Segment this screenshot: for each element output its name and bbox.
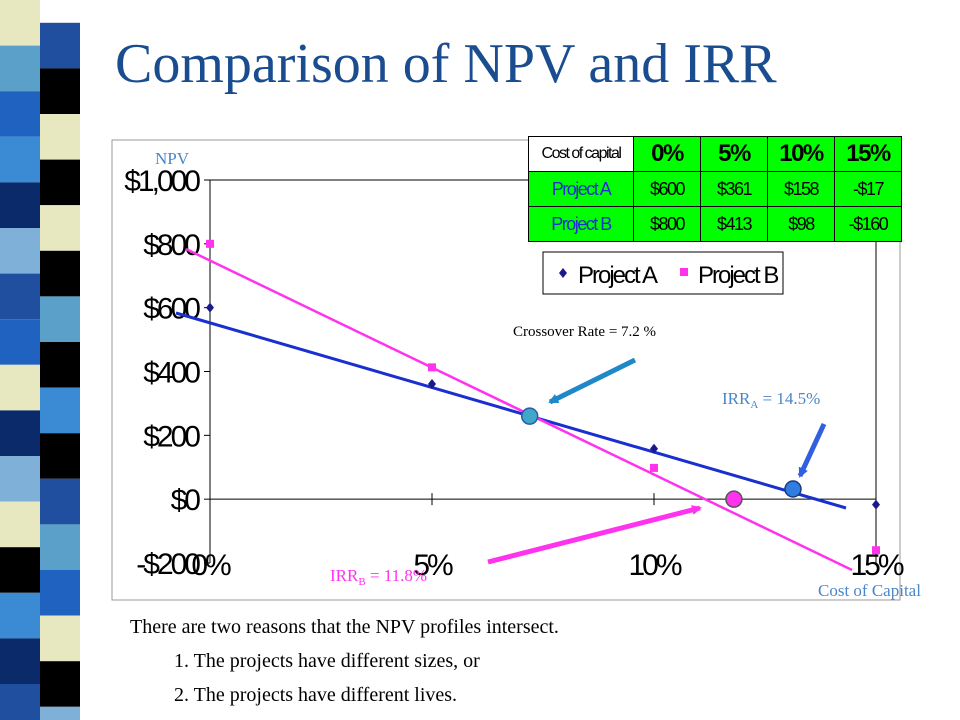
table-row-label: Project B bbox=[528, 206, 634, 242]
decorative-block bbox=[40, 706, 80, 720]
table-header-cell: 15% bbox=[834, 136, 902, 172]
decorative-block bbox=[0, 136, 40, 183]
irr-a-label: IRRA = 14.5% bbox=[722, 389, 820, 411]
table-row-project-a: Project A $600 $361 $158 -$17 bbox=[528, 171, 902, 207]
irr-a-point bbox=[784, 480, 802, 498]
decorative-block bbox=[0, 592, 40, 639]
decorative-block bbox=[80, 0, 108, 720]
project-b-point bbox=[206, 239, 214, 248]
table-header-cell: 0% bbox=[633, 136, 701, 172]
legend-marker-project-a bbox=[559, 268, 567, 278]
decorative-block bbox=[40, 342, 80, 388]
crossover-point bbox=[520, 407, 539, 425]
table-header-cell: 10% bbox=[767, 136, 835, 172]
bullet-intro: There are two reasons that the NPV profi… bbox=[130, 616, 559, 638]
project-b-profile-line bbox=[185, 247, 853, 572]
decorative-block bbox=[40, 22, 80, 69]
table-row-label: Project A bbox=[528, 171, 634, 207]
project-a-point bbox=[650, 443, 658, 454]
decorative-block bbox=[40, 478, 80, 525]
decorative-block bbox=[40, 114, 80, 160]
legend-box bbox=[542, 251, 784, 295]
project-b-point bbox=[428, 363, 436, 372]
decorative-block bbox=[40, 296, 80, 342]
decorative-block bbox=[0, 45, 40, 92]
table-cell: $98 bbox=[767, 206, 835, 242]
decorative-block bbox=[40, 661, 80, 707]
decorative-block bbox=[0, 410, 40, 456]
project-a-profile-line bbox=[175, 311, 847, 510]
table-cell: $158 bbox=[767, 171, 835, 207]
y-tick-label: $0 bbox=[171, 484, 201, 517]
explanation-text: There are two reasons that the NPV profi… bbox=[130, 610, 559, 712]
decorative-block-strip bbox=[0, 0, 108, 720]
decorative-block bbox=[40, 524, 80, 570]
decorative-block bbox=[0, 0, 40, 46]
chart-outer-frame bbox=[111, 139, 901, 601]
decorative-block bbox=[0, 182, 40, 228]
decorative-block bbox=[0, 456, 40, 502]
x-tick-label: 0% bbox=[191, 549, 231, 582]
decorative-block bbox=[0, 364, 40, 411]
decorative-block bbox=[40, 387, 80, 434]
decorative-block bbox=[0, 638, 40, 684]
crossover-label: Crossover Rate = 7.2 % bbox=[513, 324, 656, 340]
irr-a-arrow bbox=[797, 422, 827, 478]
decorative-block bbox=[40, 205, 80, 251]
table-cell: $361 bbox=[700, 171, 768, 207]
project-b-point bbox=[650, 463, 658, 472]
decorative-block bbox=[0, 91, 40, 137]
table-cell: -$160 bbox=[834, 206, 902, 242]
legend-label-project-a: Project A bbox=[578, 262, 658, 289]
decorative-block bbox=[40, 433, 80, 479]
x-tick-label: 10% bbox=[628, 549, 681, 582]
decorative-block bbox=[40, 570, 80, 616]
irr-b-point bbox=[725, 490, 743, 508]
table-cell: $413 bbox=[700, 206, 768, 242]
project-a-point bbox=[872, 499, 880, 510]
y-tick-label: $400 bbox=[143, 357, 200, 390]
table-header-row: Cost of capital 0% 5% 10% 15% bbox=[528, 136, 902, 172]
legend-marker-project-b bbox=[680, 268, 688, 276]
y-tick-label: $1,000 bbox=[124, 165, 200, 198]
y-tick-label: $600 bbox=[143, 293, 200, 326]
table-header-label: Cost of capital bbox=[528, 136, 634, 172]
irr-b-label: IRRB = 11.8% bbox=[330, 566, 427, 588]
crossover-arrow bbox=[548, 357, 637, 405]
decorative-block bbox=[0, 501, 40, 548]
x-tick-label: 5% bbox=[413, 549, 453, 582]
decorative-block bbox=[0, 547, 40, 593]
npv-axis-label: NPV bbox=[155, 149, 190, 168]
project-b-point bbox=[872, 546, 880, 555]
project-a-point bbox=[428, 378, 436, 389]
project-a-point bbox=[206, 302, 214, 313]
table-cell: $600 bbox=[633, 171, 701, 207]
decorative-block bbox=[40, 615, 80, 662]
decorative-block bbox=[0, 273, 40, 320]
bullet-reason-1: 1. The projects have different sizes, or bbox=[174, 650, 480, 672]
table-cell: -$17 bbox=[834, 171, 902, 207]
decorative-block bbox=[40, 68, 80, 114]
decorative-block bbox=[0, 228, 40, 274]
npv-data-table: Cost of capital 0% 5% 10% 15% Project A … bbox=[528, 136, 902, 242]
decorative-block bbox=[40, 250, 80, 297]
x-tick-label: 15% bbox=[850, 549, 903, 582]
table-row-project-b: Project B $800 $413 $98 -$160 bbox=[528, 206, 902, 242]
decorative-block bbox=[0, 319, 40, 365]
cost-of-capital-label: Cost of Capital bbox=[818, 581, 921, 600]
y-tick-label: $200 bbox=[143, 420, 200, 453]
decorative-block bbox=[40, 159, 80, 206]
table-header-cell: 5% bbox=[700, 136, 768, 172]
slide-title: Comparison of NPV and IRR bbox=[115, 33, 777, 95]
y-tick-label: $800 bbox=[143, 229, 200, 262]
y-tick-label: -$200 bbox=[136, 548, 200, 581]
decorative-block bbox=[0, 684, 40, 720]
legend-label-project-b: Project B bbox=[698, 262, 778, 289]
irr-b-arrow bbox=[487, 505, 702, 565]
table-cell: $800 bbox=[633, 206, 701, 242]
bullet-reason-2: 2. The projects have different lives. bbox=[174, 684, 458, 706]
